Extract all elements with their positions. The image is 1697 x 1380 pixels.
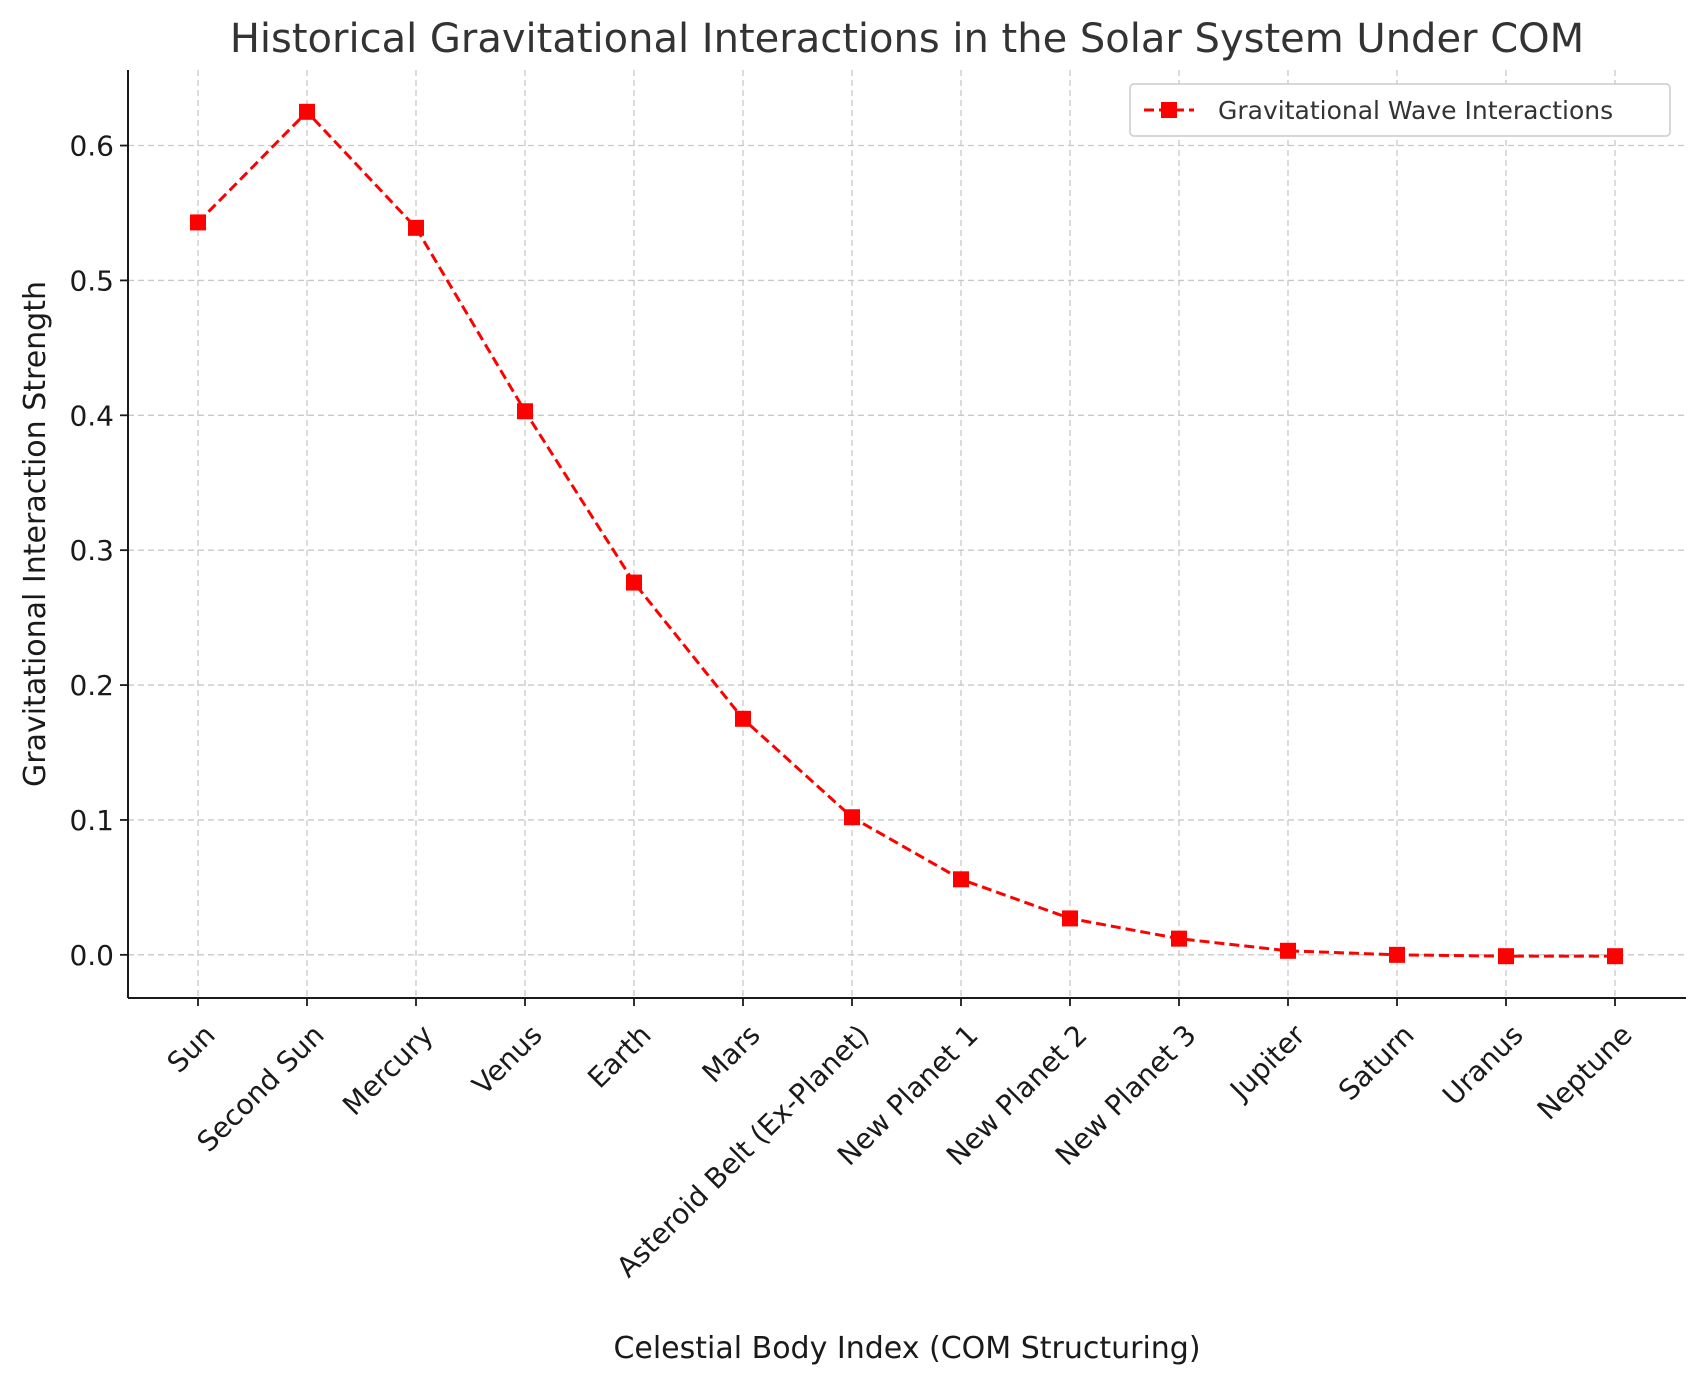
y-tick-label: 0.4 (69, 399, 114, 432)
x-tick-label: Venus (466, 1018, 549, 1101)
legend-series-label: Gravitational Wave Interactions (1218, 96, 1613, 125)
chart-title: Historical Gravitational Interactions in… (230, 16, 1584, 62)
grid (128, 70, 1686, 998)
x-tick-label: Mars (696, 1018, 767, 1089)
data-point (517, 403, 533, 420)
axes-spines (127, 70, 1686, 999)
data-point (1280, 942, 1296, 959)
x-tick-label: Saturn (1332, 1018, 1421, 1107)
x-tick-label: Mercury (336, 1018, 440, 1122)
legend: Gravitational Wave Interactions (1129, 83, 1671, 137)
series-line (196, 110, 1615, 958)
x-tick-label: Uranus (1436, 1018, 1530, 1112)
data-point (1389, 946, 1405, 963)
data-point (1062, 910, 1078, 927)
legend-box (1129, 83, 1671, 137)
x-axis-label: Celestial Body Index (COM Structuring) (613, 1331, 1200, 1366)
y-tick-label: 0.6 (69, 130, 114, 163)
y-tick-label: 0.5 (69, 264, 114, 297)
x-tick-label: Sun (161, 1018, 222, 1079)
data-point (1498, 948, 1514, 965)
data-point (735, 710, 751, 727)
data-point (299, 103, 315, 120)
legend-marker (1161, 102, 1177, 118)
y-tick-label: 0.2 (69, 669, 114, 702)
data-point (1171, 930, 1187, 947)
series (190, 103, 1623, 965)
x-tick-label: Earth (581, 1018, 657, 1094)
data-point (844, 809, 860, 826)
y-tick-label: 0.3 (69, 534, 114, 567)
data-point (1607, 948, 1623, 965)
x-tick-label: Jupiter (1222, 1018, 1312, 1108)
x-tick-label: Neptune (1531, 1018, 1639, 1126)
y-ticks: 0.0 0.1 0.2 0.3 0.4 0.5 0.6 (69, 130, 128, 972)
y-axis-label: Gravitational Interaction Strength (18, 281, 53, 787)
data-point (626, 574, 642, 591)
y-tick-label: 0.1 (69, 804, 114, 837)
data-point (953, 871, 969, 888)
y-tick-label: 0.0 (69, 939, 114, 972)
data-point (408, 219, 424, 236)
data-point (190, 214, 206, 231)
